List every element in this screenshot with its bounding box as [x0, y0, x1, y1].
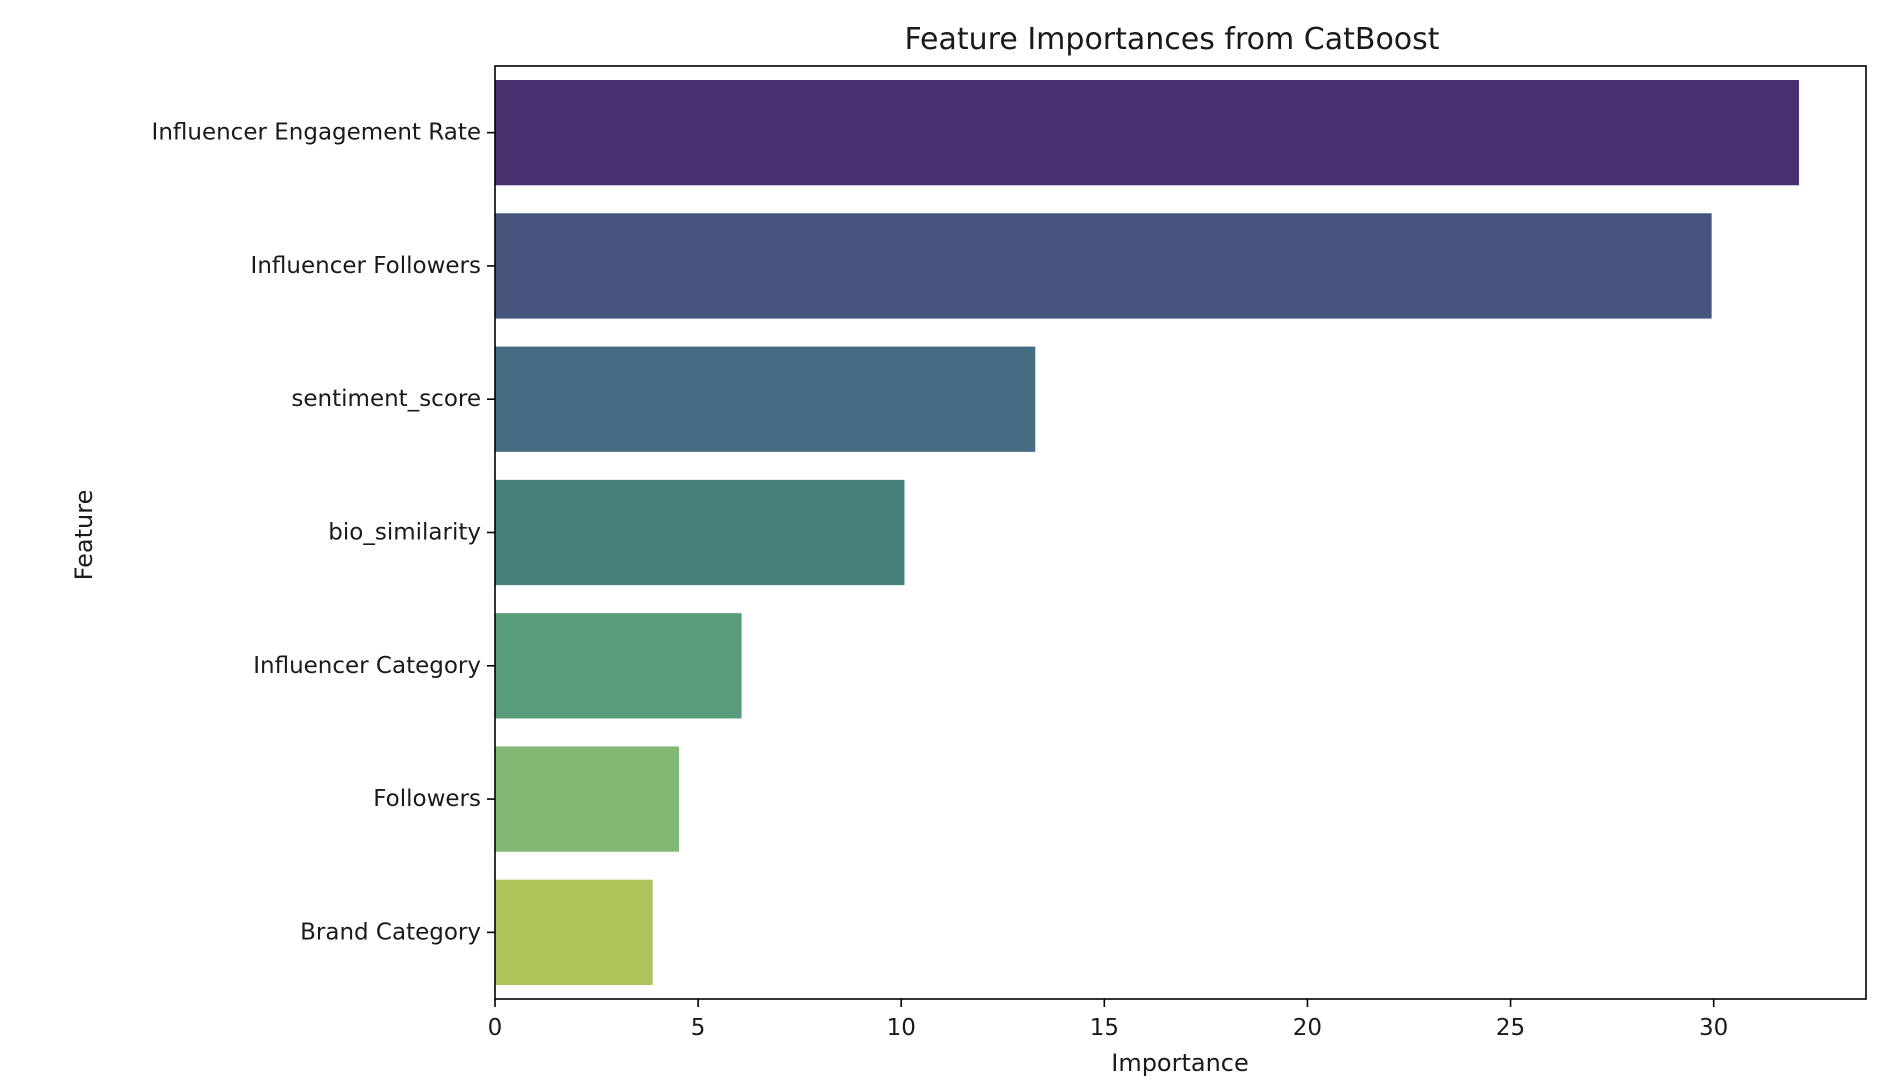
bar-sentiment-score [495, 346, 1036, 452]
y-tick-label: Influencer Engagement Rate [152, 120, 481, 146]
y-tick-label: sentiment_score [291, 386, 481, 412]
y-tick-label: Followers [373, 786, 481, 812]
x-tick-label: 10 [887, 1015, 916, 1041]
y-tick-label: bio_similarity [328, 520, 481, 546]
y-axis-ticks: Influencer Engagement Rate Influencer Fol… [152, 120, 495, 945]
bar-influencer-followers [495, 213, 1712, 319]
x-axis-ticks: 0 5 10 15 20 25 30 [488, 999, 1728, 1041]
x-tick-label: 0 [488, 1015, 503, 1041]
chart-title: Feature Importances from CatBoost [904, 22, 1439, 57]
y-tick-label: Influencer Followers [251, 253, 481, 279]
x-axis-label: Importance [1111, 1049, 1249, 1077]
bar-influencer-category [495, 613, 742, 719]
x-tick-label: 25 [1496, 1015, 1525, 1041]
bar-influencer-engagement-rate [495, 79, 1799, 186]
x-tick-label: 5 [691, 1015, 706, 1041]
x-tick-label: 30 [1699, 1015, 1728, 1041]
bars-group [495, 79, 1799, 986]
bar-bio-similarity [495, 479, 905, 586]
y-axis-label: Feature [70, 490, 98, 581]
x-tick-label: 20 [1293, 1015, 1322, 1041]
bar-brand-category [495, 879, 653, 986]
y-tick-label: Influencer Category [253, 653, 481, 679]
y-tick-label: Brand Category [300, 919, 481, 945]
x-tick-label: 15 [1090, 1015, 1119, 1041]
bar-followers [495, 746, 680, 852]
